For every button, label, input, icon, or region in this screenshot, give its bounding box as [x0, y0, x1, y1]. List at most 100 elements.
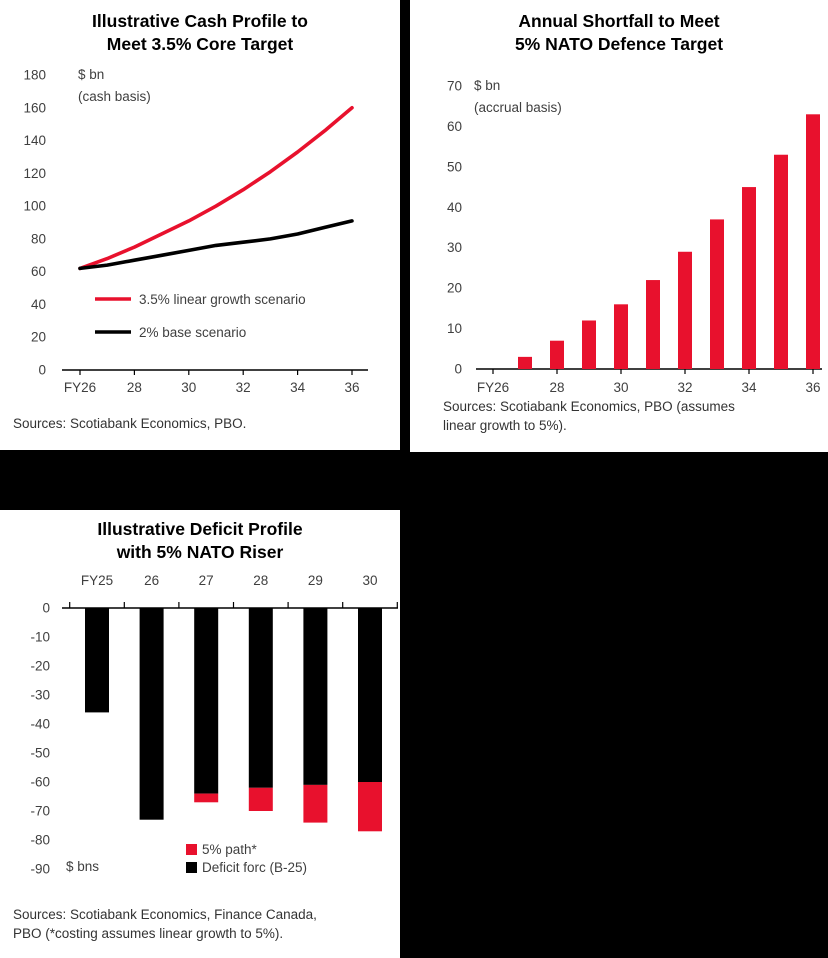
x-axis-tick-label: 26 — [144, 573, 159, 588]
y-axis-tick-label: -60 — [30, 775, 50, 790]
y-axis-tick-label: 30 — [447, 240, 462, 255]
y-axis-tick-label: 0 — [454, 362, 462, 377]
title-line-1: Illustrative Cash Profile to — [92, 11, 308, 31]
legend-swatch — [186, 844, 197, 855]
title-line-1: Illustrative Deficit Profile — [97, 519, 303, 539]
x-axis-tick-label: FY25 — [81, 573, 113, 588]
y-axis-tick-label: 40 — [447, 200, 462, 215]
legend-label: 2% base scenario — [139, 325, 246, 340]
x-axis-tick-label: 29 — [308, 573, 323, 588]
unit-label: $ bns — [66, 859, 99, 874]
bar-riser-30 — [358, 782, 382, 832]
bar-base-28 — [248, 608, 273, 788]
y-axis-tick-label: -40 — [30, 717, 50, 732]
legend-label: Deficit forc (B-25) — [202, 860, 307, 875]
bar-base-30 — [358, 608, 382, 782]
bar-riser-29 — [303, 784, 328, 823]
panel-nato-shortfall: Annual Shortfall to Meet 5% NATO Defence… — [410, 0, 828, 452]
y-axis-tick-label: 120 — [23, 166, 46, 181]
x-axis-tick-label: 28 — [549, 380, 564, 395]
bar-FY33 — [710, 219, 724, 369]
y-axis-tick-label: 180 — [23, 68, 46, 83]
x-axis-tick-label: 34 — [290, 380, 306, 395]
basis-label: (cash basis) — [78, 89, 151, 104]
x-axis-tick-label: 30 — [613, 380, 628, 395]
cash-profile-line-chart: 0 20 40 60 80 100 120 140 160 180 $ bn (cash basis)… — [23, 67, 368, 395]
deficit-profile-stacked-bar-chart: 0 -10 -20 -30 -40 -50 -60 -70 -80 -90 $ bns FY25 26 2… — [30, 573, 398, 877]
y-axis-tick-label: -50 — [30, 746, 50, 761]
bar-FY30 — [614, 304, 628, 369]
x-axis-tick-label: 28 — [253, 573, 268, 588]
title-line-2: 5% NATO Defence Target — [514, 33, 724, 54]
bar-FY34 — [742, 187, 756, 369]
bar-riser-27 — [194, 793, 219, 803]
unit-label: $ bn — [78, 67, 104, 82]
y-axis-tick-label: -20 — [30, 659, 50, 674]
basis-label: (accrual basis) — [474, 100, 562, 115]
sources-line-1: Sources: Scotiabank Economics, Finance C… — [13, 907, 317, 922]
y-axis-tick-label: -80 — [30, 833, 50, 848]
bar-base-26 — [139, 608, 164, 820]
sources-note: Sources: Scotiabank Economics, PBO (assu… — [443, 398, 818, 435]
y-axis-tick-label: 140 — [23, 133, 46, 148]
y-axis-tick-label: 80 — [31, 231, 46, 246]
bar-riser-28 — [248, 787, 273, 811]
y-axis-tick-label: 20 — [31, 330, 46, 345]
y-axis-tick-label: 160 — [23, 100, 46, 115]
line-series-1 — [78, 219, 354, 271]
line-series-0 — [78, 105, 354, 271]
title-line-1: Annual Shortfall to Meet — [518, 11, 720, 31]
y-axis-tick-label: 60 — [31, 264, 46, 279]
legend-swatch — [186, 862, 197, 873]
x-axis-tick-label: 30 — [362, 573, 377, 588]
bar-base-27 — [194, 608, 219, 794]
y-axis-tick-label: 40 — [31, 297, 46, 312]
nato-shortfall-bar-chart: 0 10 20 30 40 50 60 70 $ bn (accrual basis) FY26 28… — [447, 78, 822, 395]
bar-FY27 — [518, 356, 532, 369]
sources-line-1: Sources: Scotiabank Economics, PBO (assu… — [443, 399, 735, 414]
x-axis-tick-label: 32 — [236, 380, 251, 395]
x-axis-tick-label: 27 — [199, 573, 214, 588]
sources-note: Sources: Scotiabank Economics, PBO. — [13, 416, 247, 431]
bar-FY35 — [774, 154, 788, 369]
x-axis-tick-label: 32 — [677, 380, 692, 395]
sources-line-2: linear growth to 5%). — [443, 417, 567, 433]
x-axis-tick-label: 34 — [741, 380, 757, 395]
bar-base-29 — [303, 608, 328, 785]
y-axis-tick-label: 60 — [447, 119, 462, 134]
y-axis-tick-label: 50 — [447, 159, 462, 174]
y-axis-tick-label: 100 — [23, 199, 46, 214]
y-axis-tick-label: 70 — [447, 79, 462, 94]
x-axis-tick-label: FY26 — [64, 380, 96, 395]
x-axis-tick-label: 30 — [181, 380, 196, 395]
y-axis-tick-label: -10 — [30, 630, 50, 645]
x-axis-tick-label: 36 — [805, 380, 820, 395]
sources-note: Sources: Scotiabank Economics, Finance C… — [13, 906, 393, 943]
bar-FY29 — [582, 320, 596, 369]
y-axis-tick-label: 0 — [38, 363, 46, 378]
legend-label: 5% path* — [202, 842, 258, 857]
panel-cash-profile: Illustrative Cash Profile to Meet 3.5% C… — [0, 0, 400, 450]
y-axis-tick-label: 10 — [447, 321, 462, 336]
y-axis-tick-label: -70 — [30, 804, 50, 819]
legend-label: 3.5% linear growth scenario — [139, 292, 306, 307]
y-axis-tick-label: 20 — [447, 281, 462, 296]
x-axis-tick-label: 28 — [127, 380, 142, 395]
x-axis-tick-label: FY26 — [477, 380, 509, 395]
y-axis-tick-label: 0 — [42, 601, 50, 616]
y-axis-tick-label: -90 — [30, 862, 50, 877]
cash-profile-title: Illustrative Cash Profile to Meet 3.5% C… — [0, 10, 400, 56]
nato-shortfall-title: Annual Shortfall to Meet 5% NATO Defence… — [410, 10, 828, 56]
bar-FY32 — [678, 251, 692, 369]
unit-label: $ bn — [474, 78, 500, 93]
x-axis-tick-label: 36 — [344, 380, 359, 395]
deficit-profile-title: Illustrative Deficit Profile with 5% NAT… — [0, 518, 400, 564]
title-line-2: with 5% NATO Riser — [116, 541, 284, 562]
sources-line-2: PBO (*costing assumes linear growth to 5… — [13, 925, 284, 941]
bar-FY28 — [550, 340, 564, 369]
panel-deficit-profile: Illustrative Deficit Profile with 5% NAT… — [0, 510, 400, 958]
bar-base-FY25 — [85, 608, 109, 713]
bar-FY31 — [646, 280, 660, 369]
title-line-2: Meet 3.5% Core Target — [106, 33, 294, 54]
y-axis-tick-label: -30 — [30, 688, 50, 703]
